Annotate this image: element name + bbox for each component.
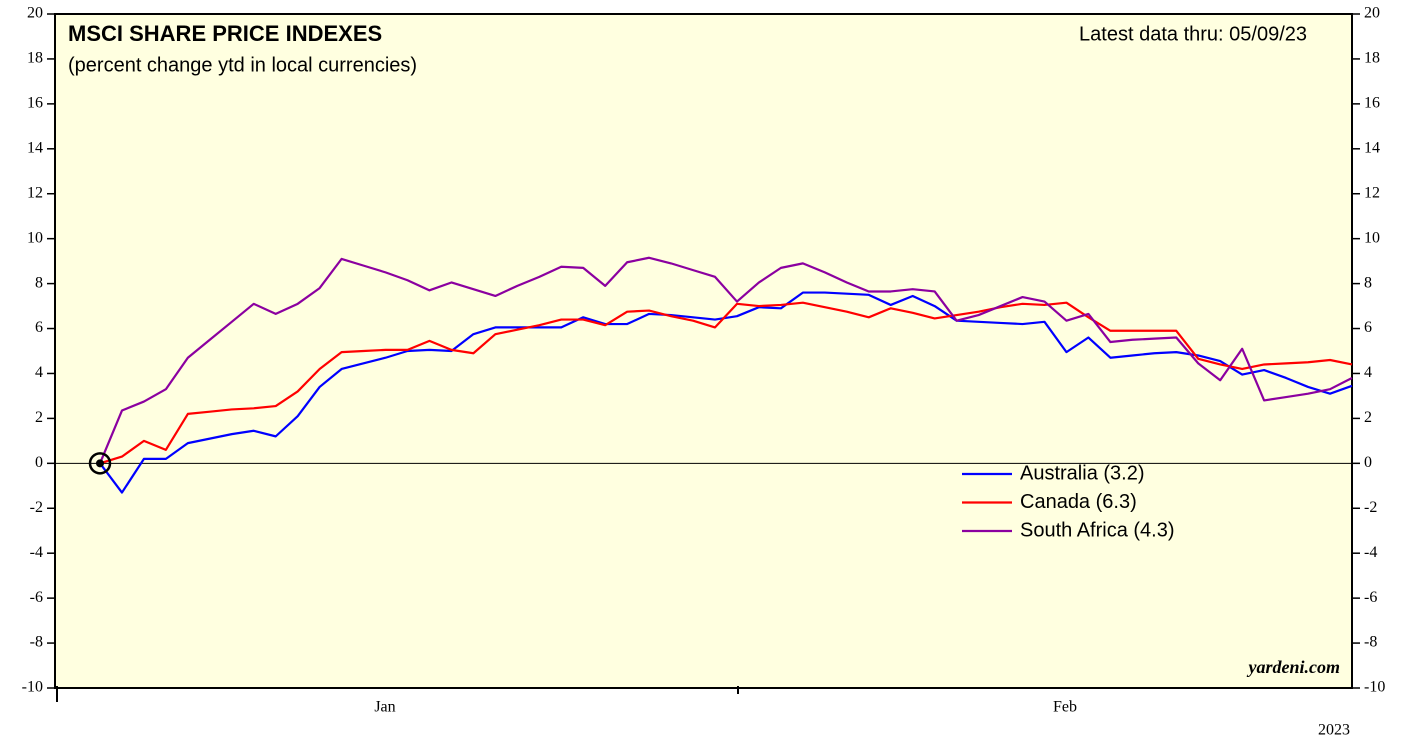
y-tick-label: -4 — [30, 544, 43, 561]
y2-tick-label: 10 — [1364, 229, 1380, 246]
legend-label: South Africa (4.3) — [1020, 519, 1175, 541]
y-tick-label: -6 — [30, 589, 43, 606]
y2-tick-label: 20 — [1364, 5, 1380, 22]
y-tick-label: -2 — [30, 499, 43, 516]
y2-tick-label: -8 — [1364, 634, 1377, 651]
y-tick-label: 18 — [27, 50, 43, 67]
y2-tick-label: 14 — [1364, 139, 1380, 156]
y-tick-label: 14 — [27, 139, 43, 156]
origin-dot — [96, 459, 104, 468]
y2-tick-label: 16 — [1364, 95, 1380, 112]
chart-subtitle: (percent change ytd in local currencies) — [68, 54, 417, 76]
y2-tick-label: 0 — [1364, 454, 1372, 471]
origin-marker — [88, 452, 112, 475]
series-line — [98, 256, 1353, 464]
legend-label: Canada (6.3) — [1020, 491, 1137, 513]
y2-tick-label: 18 — [1364, 50, 1380, 67]
y2-tick-label: 6 — [1364, 319, 1372, 336]
y2-tick-label: 8 — [1364, 274, 1372, 291]
y-tick-label: 20 — [27, 5, 43, 22]
y2-tick-label: -2 — [1364, 499, 1377, 516]
y2-tick-label: 12 — [1364, 184, 1380, 201]
y2-tick-label: 4 — [1364, 364, 1372, 381]
source: yardeni.com — [1247, 657, 1341, 677]
series-line — [99, 291, 1353, 494]
y2-tick-label: 2 — [1364, 409, 1372, 426]
legend-label: Australia (3.2) — [1020, 462, 1145, 484]
y2-tick-label: -10 — [1364, 679, 1385, 696]
y-tick-label: 16 — [27, 95, 43, 112]
annotation: Latest data thru: 05/09/23 — [1079, 23, 1307, 45]
plot-area — [54, 13, 1353, 689]
y-tick-label: 10 — [27, 229, 43, 246]
y-tick-label: -8 — [30, 634, 43, 651]
x-tick-label: Feb — [1053, 699, 1077, 716]
y-tick-label: 12 — [27, 184, 43, 201]
y-tick-label: 6 — [35, 319, 43, 336]
y-tick-label: 8 — [35, 274, 43, 291]
x-tick-label: Jan — [374, 699, 395, 716]
y-tick-label: 0 — [35, 454, 43, 471]
y2-tick-label: -4 — [1364, 544, 1377, 561]
y-tick-label: 2 — [35, 409, 43, 426]
x-year-label: 2023 — [1318, 722, 1350, 739]
chart-title: MSCI SHARE PRICE INDEXES — [68, 21, 382, 46]
y2-tick-label: -6 — [1364, 589, 1377, 606]
y-tick-label: 4 — [35, 364, 43, 381]
y-tick-label: -10 — [22, 679, 43, 696]
series-line — [99, 301, 1353, 465]
